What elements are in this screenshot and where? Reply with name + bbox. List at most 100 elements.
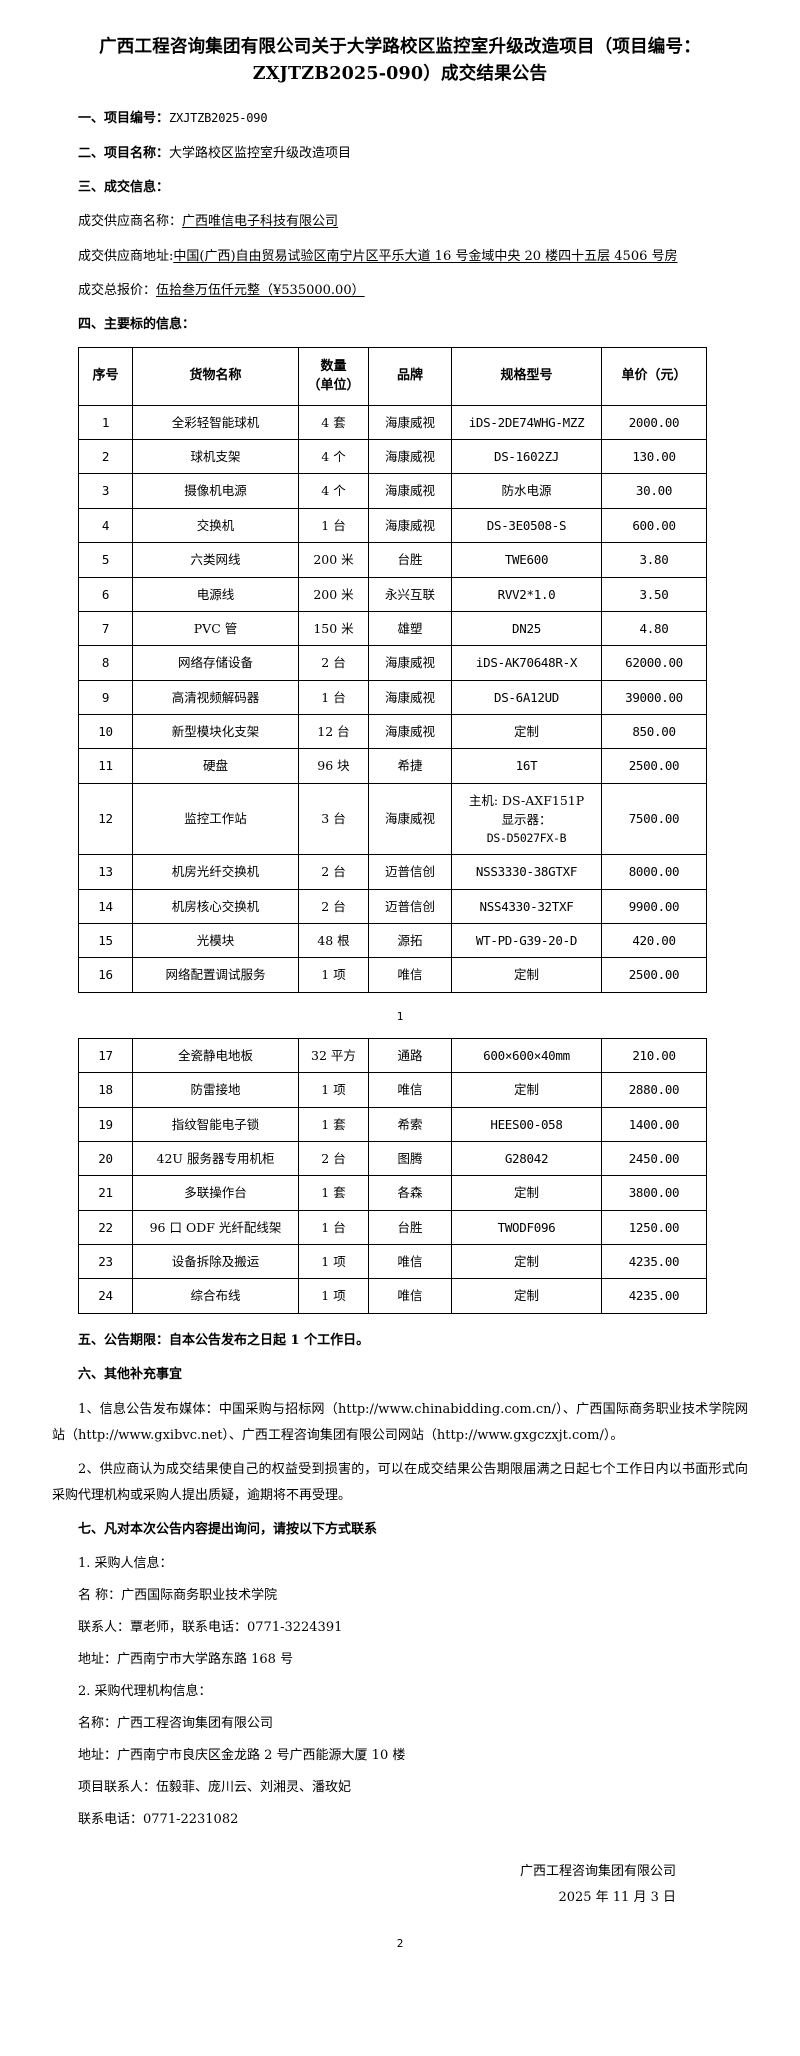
cell-name: 指纹智能电子锁 bbox=[132, 1106, 299, 1142]
table-row: 12 监控工作站 3 台海康威视 主机: DS-AXF151P 显示器： DS-D5027… bbox=[78, 782, 707, 856]
cell-spec: DS-3E0508-S bbox=[451, 507, 602, 544]
cell-brand: 海康威视 bbox=[368, 473, 452, 509]
supplier-address-row: 成交供应商地址:中国(广西)自由贸易试验区南宁片区平乐大道 16 号金域中央 2… bbox=[52, 244, 748, 269]
cell-spec: DS-6A12UD bbox=[451, 679, 602, 716]
cell-brand: 海康威视 bbox=[368, 439, 452, 475]
table-row: 4 交换机 1 台海康威视 DS-3E0508-S 600.00 bbox=[78, 507, 707, 544]
cell-name: 光模块 bbox=[132, 923, 299, 959]
table-row: 19 指纹智能电子锁 1 套希索 HEES00-058 1400.00 bbox=[78, 1106, 707, 1142]
supplier-address-label: 成交供应商地址: bbox=[78, 248, 174, 264]
table-row: 13 机房光纤交换机 2 台迈普信创 NSS3330-38GTXF 8000.00 bbox=[78, 854, 707, 890]
signature-date: 2025 年 11 月 3 日 bbox=[558, 1889, 676, 1905]
col-header-qty-line2: （单位） bbox=[307, 378, 360, 394]
section-project-name-value: 大学路校区监控室升级改造项目 bbox=[169, 145, 352, 161]
cell-name: 监控工作站 bbox=[132, 782, 299, 856]
cell-name: 六类网线 bbox=[132, 542, 299, 578]
cell-price: 600.00 bbox=[601, 507, 707, 544]
table-row: 3 摄像机电源 4 个海康威视 防水电源 30.00 bbox=[78, 473, 707, 509]
cell-name: 全彩轻智能球机 bbox=[132, 404, 299, 441]
goods-table-page1: 序号 货物名称 数量 （单位） 品牌 规格型号 单价（元） 1 全彩轻智能球机 4 … bbox=[78, 346, 707, 993]
cell-qty: 1 台 bbox=[298, 507, 369, 544]
cell-brand: 希索 bbox=[368, 1106, 452, 1142]
cell-qty: 12 台 bbox=[298, 714, 369, 750]
cell-no: 14 bbox=[78, 888, 133, 925]
cell-price: 2500.00 bbox=[601, 748, 707, 784]
cell-qty: 2 台 bbox=[298, 854, 369, 890]
cell-brand: 图腾 bbox=[368, 1140, 452, 1177]
cell-price: 2450.00 bbox=[601, 1140, 707, 1177]
cell-qty: 2 台 bbox=[298, 645, 369, 681]
section-project-name-label: 二、项目名称： bbox=[78, 145, 170, 161]
total-price-row: 成交总报价：伍拾叁万伍仟元整（¥535000.00） bbox=[52, 278, 748, 303]
cell-price: 850.00 bbox=[601, 714, 707, 750]
col-header-qty: 数量 （单位） bbox=[298, 346, 369, 406]
agent-contact-persons: 项目联系人：伍毅菲、庞川云、刘湘灵、潘玫妃 bbox=[78, 1779, 352, 1795]
cell-spec: 定制 bbox=[451, 1278, 602, 1314]
total-price-value: 伍拾叁万伍仟元整（¥535000.00） bbox=[156, 282, 365, 298]
cell-qty: 1 项 bbox=[298, 957, 369, 993]
cell-brand: 各森 bbox=[368, 1175, 452, 1211]
section-main-items-heading: 四、主要标的信息： bbox=[78, 317, 196, 333]
cell-spec: 定制 bbox=[451, 714, 602, 750]
other-matters-item-2: 2、供应商认为成交结果使自己的权益受到损害的，可以在成交结果公告期限届满之日起七… bbox=[52, 1461, 748, 1503]
other-matters-item-1: 1、信息公告发布媒体：中国采购与招标网（http://www.chinabidd… bbox=[52, 1401, 748, 1443]
cell-spec: NSS4330-32TXF bbox=[451, 888, 602, 925]
cell-qty: 2 台 bbox=[298, 888, 369, 925]
cell-brand: 雄塑 bbox=[368, 610, 452, 647]
page-number-2: 2 bbox=[396, 1936, 404, 1950]
cell-spec: DS-1602ZJ bbox=[451, 439, 602, 475]
cell-spec: 定制 bbox=[451, 1244, 602, 1280]
cell-brand: 唯信 bbox=[368, 1072, 452, 1108]
cell-price: 62000.00 bbox=[601, 645, 707, 681]
goods-table-page1-body: 1 全彩轻智能球机 4 套海康威视 iDS-2DE74WHG-MZZ 2000.00 2 球… bbox=[78, 404, 707, 993]
cell-price: 9900.00 bbox=[601, 888, 707, 925]
cell-spec: TWE600 bbox=[451, 542, 602, 578]
cell-no: 17 bbox=[78, 1037, 133, 1074]
cell-price: 4235.00 bbox=[601, 1278, 707, 1314]
cell-spec: 600×600×40mm bbox=[451, 1037, 602, 1074]
cell-brand: 唯信 bbox=[368, 957, 452, 993]
cell-brand: 海康威视 bbox=[368, 645, 452, 681]
cell-brand: 海康威视 bbox=[368, 404, 452, 441]
table-row: 21 多联操作台 1 套各森 定制 3800.00 bbox=[78, 1175, 707, 1211]
cell-no: 1 bbox=[78, 404, 133, 441]
agent-phone: 联系电话：0771-2231082 bbox=[78, 1811, 239, 1827]
cell-price: 4.80 bbox=[601, 610, 707, 647]
table-row: 18 防雷接地 1 项唯信 定制 2880.00 bbox=[78, 1072, 707, 1108]
cell-no: 11 bbox=[78, 748, 133, 784]
cell-no: 12 bbox=[78, 782, 133, 856]
cell-brand: 唯信 bbox=[368, 1244, 452, 1280]
cell-spec: DN25 bbox=[451, 610, 602, 647]
cell-qty: 32 平方 bbox=[298, 1037, 369, 1074]
goods-table-page2-body: 17 全瓷静电地板 32 平方 通路 600×600×40mm 210.00 18 防雷接地 1… bbox=[78, 1037, 707, 1314]
cell-brand: 希捷 bbox=[368, 748, 452, 784]
cell-spec: 防水电源 bbox=[451, 473, 602, 509]
col-header-price: 单价（元） bbox=[601, 346, 707, 406]
cell-no: 4 bbox=[78, 507, 133, 544]
cell-price: 7500.00 bbox=[601, 782, 707, 856]
table-row: 8 网络存储设备 2 台海康威视 iDS-AK70648R-X 62000.00 bbox=[78, 645, 707, 681]
cell-name: 球机支架 bbox=[132, 439, 299, 475]
cell-spec: 定制 bbox=[451, 1072, 602, 1108]
cell-price: 210.00 bbox=[601, 1037, 707, 1074]
cell-spec: WT-PD-G39-20-D bbox=[451, 923, 602, 959]
cell-brand: 海康威视 bbox=[368, 507, 452, 544]
table-row: 7 PVC 管 150 米雄塑 DN25 4.80 bbox=[78, 610, 707, 647]
section-inquiry-heading: 七、凡对本次公告内容提出询问，请按以下方式联系 bbox=[78, 1521, 378, 1537]
cell-qty: 1 项 bbox=[298, 1244, 369, 1280]
cell-qty: 1 台 bbox=[298, 679, 369, 716]
cell-no: 5 bbox=[78, 542, 133, 578]
section-award-info-heading: 三、成交信息： bbox=[78, 179, 170, 195]
cell-qty: 4 套 bbox=[298, 404, 369, 441]
cell-no: 9 bbox=[78, 679, 133, 716]
cell-brand: 迈普信创 bbox=[368, 854, 452, 890]
cell-price: 3800.00 bbox=[601, 1175, 707, 1211]
table-row: 20 42U 服务器专用机柜 2 台图腾 G28042 2450.00 bbox=[78, 1140, 707, 1177]
section-other-matters-heading: 六、其他补充事宜 bbox=[78, 1367, 183, 1383]
agent-address: 地址：广西南宁市良庆区金龙路 2 号广西能源大厦 10 楼 bbox=[78, 1747, 406, 1763]
cell-no: 24 bbox=[78, 1278, 133, 1314]
cell-name: 交换机 bbox=[132, 507, 299, 544]
page-title: 广西工程咨询集团有限公司关于大学路校区监控室升级改造项目（项目编号：ZXJTZB… bbox=[99, 37, 701, 85]
cell-no: 6 bbox=[78, 576, 133, 612]
cell-name: 机房核心交换机 bbox=[132, 888, 299, 925]
